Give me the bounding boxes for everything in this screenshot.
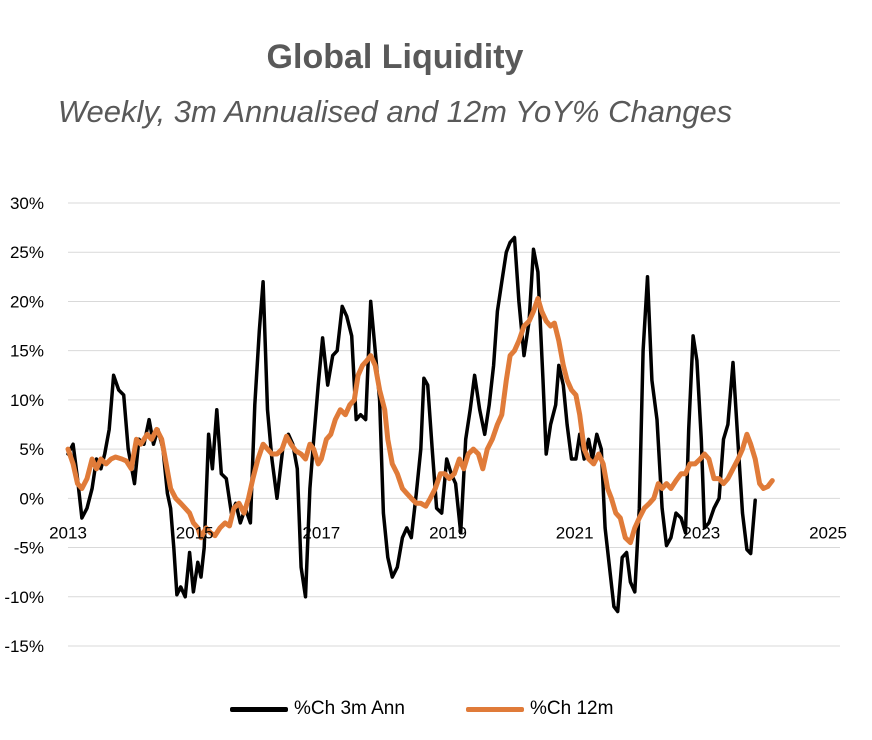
y-tick-label: -15% bbox=[4, 637, 44, 656]
series-lines bbox=[65, 235, 775, 614]
y-tick-label: 10% bbox=[10, 391, 44, 410]
y-tick-label: 30% bbox=[10, 194, 44, 213]
series-line-12m bbox=[65, 296, 775, 546]
x-tick-label: 2025 bbox=[809, 523, 847, 542]
legend: %Ch 3m Ann %Ch 12m bbox=[0, 698, 872, 722]
y-tick-label: 5% bbox=[19, 440, 44, 459]
x-tick-label: 2023 bbox=[682, 523, 720, 542]
x-tick-label: 2019 bbox=[429, 523, 467, 542]
x-tick-label: 2013 bbox=[49, 523, 87, 542]
chart-subtitle: Weekly, 3m Annualised and 12m YoY% Chang… bbox=[57, 94, 733, 129]
x-tick-label: 2017 bbox=[302, 523, 340, 542]
x-tick-label: 2021 bbox=[556, 523, 594, 542]
legend-label-12m: %Ch 12m bbox=[530, 698, 614, 719]
legend-label-3m-ann: %Ch 3m Ann bbox=[294, 698, 405, 719]
legend-item-12m: %Ch 12m bbox=[466, 698, 613, 720]
legend-item-3m-ann: %Ch 3m Ann bbox=[230, 698, 405, 720]
gridlines bbox=[68, 202, 840, 647]
y-tick-label: 15% bbox=[10, 342, 44, 361]
y-tick-label: 25% bbox=[10, 243, 44, 262]
chart-title: Global Liquidity bbox=[266, 38, 524, 76]
y-tick-label: 0% bbox=[19, 489, 44, 508]
legend-swatch-3m-ann bbox=[230, 706, 288, 712]
y-tick-label: -5% bbox=[14, 539, 44, 558]
y-tick-label: 20% bbox=[10, 292, 44, 311]
legend-swatch-12m bbox=[466, 706, 524, 712]
y-tick-label: -10% bbox=[4, 588, 44, 607]
x-tick-label: 2015 bbox=[176, 523, 214, 542]
x-axis-ticks: 2013 2015 2017 2019 2021 2023 2025 bbox=[49, 523, 847, 542]
y-axis-ticks: 30% 25% 20% 15% 10% 5% 0% -5% -10% -15% bbox=[4, 194, 44, 656]
series-line-3m-ann bbox=[66, 235, 757, 614]
